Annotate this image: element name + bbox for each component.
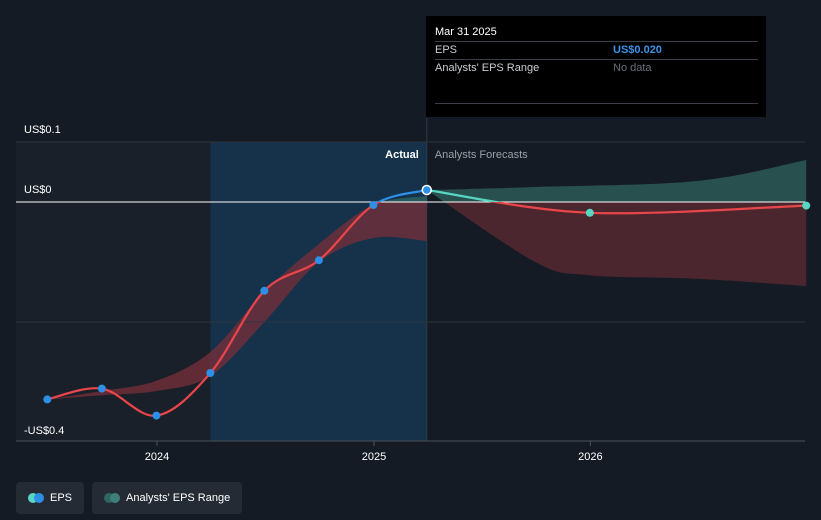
forecast-region-label: Analysts Forecasts <box>435 149 528 161</box>
legend-item-eps[interactable]: EPS <box>16 482 85 514</box>
legend-eps-label: EPS <box>50 492 73 504</box>
y-tick-label: -US$0.4 <box>24 425 64 437</box>
tooltip-eps-value: US$0.020 <box>613 44 662 56</box>
actual-region-label: Actual <box>385 149 419 161</box>
tooltip-range-row: Analysts' EPS Range No data <box>435 59 758 77</box>
eps-point <box>421 184 433 196</box>
eps-point <box>260 286 269 295</box>
eps-point <box>369 201 378 209</box>
eps-point <box>152 411 161 420</box>
forecast-range-band-negative <box>444 202 807 286</box>
actual-range-band-negative <box>47 202 427 400</box>
actual-period-shade <box>210 142 427 441</box>
tooltip: Mar 31 2025 EPS US$0.020 Analysts' EPS R… <box>426 16 766 117</box>
range-legend-icon <box>104 493 121 503</box>
x-tick-label: 2024 <box>145 451 169 463</box>
eps-point <box>97 384 106 393</box>
forecast-range-band-positive <box>426 160 807 202</box>
eps-point <box>206 369 215 377</box>
x-tick-label: 2025 <box>362 451 386 463</box>
legend-item-range[interactable]: Analysts' EPS Range <box>92 482 243 514</box>
eps-line-negative <box>47 202 382 417</box>
tooltip-range-label: Analysts' EPS Range <box>435 62 540 74</box>
tooltip-eps-row: EPS US$0.020 <box>435 41 758 59</box>
forecast-point <box>585 208 594 217</box>
actual-range-band-positive <box>381 196 427 202</box>
tooltip-divider <box>435 103 758 104</box>
legend: EPS Analysts' EPS Range <box>16 482 243 514</box>
legend-range-label: Analysts' EPS Range <box>126 492 231 504</box>
y-tick-label: US$0.1 <box>24 124 61 136</box>
tooltip-range-value: No data <box>613 62 652 74</box>
forecast-point <box>802 201 811 210</box>
eps-point <box>314 256 323 265</box>
forecast-line-positive <box>426 188 503 202</box>
eps-legend-icon <box>28 493 44 503</box>
tooltip-eps-label: EPS <box>435 44 458 56</box>
tooltip-date: Mar 31 2025 <box>435 26 497 38</box>
eps-point <box>43 395 52 404</box>
y-tick-label: US$0 <box>24 184 52 196</box>
x-tick-label: 2026 <box>578 451 602 463</box>
